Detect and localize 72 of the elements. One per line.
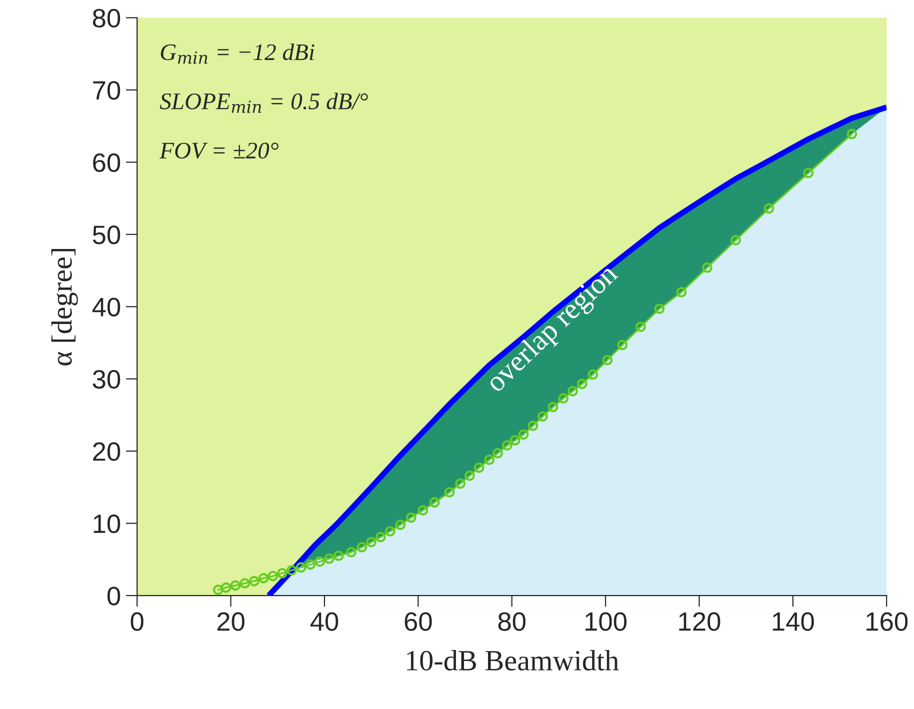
- point: [384, 526, 396, 536]
- point: [212, 584, 224, 595]
- point: [464, 470, 475, 481]
- point: [356, 542, 368, 552]
- point: [444, 487, 455, 498]
- y-tick-label: 30: [92, 370, 120, 389]
- x-tick-label: 0: [130, 612, 144, 631]
- point: [286, 565, 297, 576]
- point: [568, 386, 578, 396]
- x-tick-label: 100: [586, 612, 627, 631]
- point: [617, 340, 628, 350]
- point: [268, 570, 278, 582]
- y-tick-label: 20: [93, 442, 120, 461]
- point: [676, 286, 687, 298]
- y-axis-title: α [degree]: [51, 248, 78, 366]
- y-tick-label: 70: [93, 81, 120, 100]
- point: [346, 547, 356, 558]
- point: [548, 402, 558, 412]
- y-tick-label: 40: [92, 298, 120, 316]
- x-tick-label: 80: [498, 612, 526, 631]
- point: [220, 582, 232, 593]
- y-tick-label: 10: [94, 514, 120, 534]
- point: [324, 554, 334, 564]
- point: [528, 420, 538, 432]
- point: [333, 550, 344, 562]
- point: [296, 562, 306, 573]
- point: [602, 354, 613, 366]
- point: [314, 556, 325, 567]
- point: [258, 573, 269, 584]
- point: [395, 520, 406, 530]
- point: [803, 168, 814, 178]
- point: [538, 411, 548, 422]
- point: [502, 440, 512, 451]
- x-tick-label: 20: [217, 612, 244, 631]
- point: [305, 559, 316, 570]
- point: [240, 578, 250, 588]
- point: [846, 128, 858, 140]
- x-tick-label: 140: [772, 612, 814, 631]
- point: [730, 234, 741, 246]
- y-tick-label: 50: [92, 226, 120, 244]
- point: [455, 478, 466, 489]
- point: [764, 203, 774, 214]
- annotation: G$_{min}$ = −12 dBi: [160, 44, 314, 64]
- point: [248, 576, 260, 586]
- point: [230, 580, 241, 591]
- point: [518, 429, 529, 440]
- point: [654, 304, 665, 314]
- point: [702, 262, 712, 273]
- point: [484, 454, 495, 465]
- point: [558, 393, 569, 404]
- y-tick-label: 80: [92, 8, 120, 28]
- point: [277, 568, 288, 578]
- point: [366, 536, 377, 548]
- point: [406, 512, 416, 523]
- annotation: SLOPE$_{min}$ = 0.5 dB/°: [160, 92, 368, 113]
- x-axis-title: 10-dB Beamwidth: [407, 650, 619, 671]
- point: [588, 369, 598, 380]
- y-tick-label: 60: [93, 153, 120, 172]
- point: [635, 322, 646, 332]
- x-tick-label: 40: [310, 612, 338, 631]
- point: [474, 462, 484, 473]
- point: [429, 497, 440, 508]
- point: [510, 435, 520, 446]
- point: [492, 448, 503, 458]
- annotation: FOV = ±20°: [159, 142, 278, 159]
- y-tick-label: 0: [107, 586, 120, 606]
- point: [418, 505, 428, 516]
- x-tick-label: 120: [679, 612, 720, 631]
- point: [375, 532, 386, 542]
- x-tick-label: 60: [404, 612, 432, 631]
- point: [576, 378, 588, 390]
- x-tick-label: 160: [866, 612, 908, 631]
